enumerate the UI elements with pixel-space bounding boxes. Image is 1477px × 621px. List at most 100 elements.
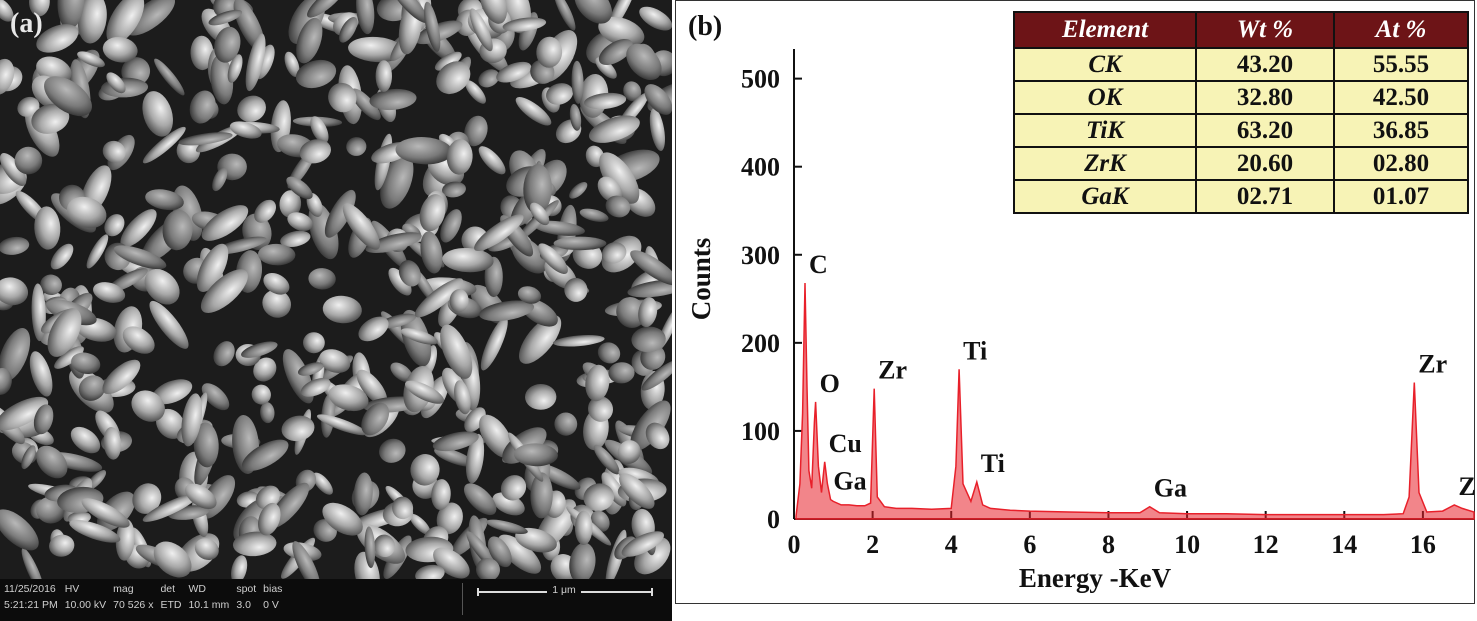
sem-grain (356, 369, 388, 405)
sem-grain (200, 269, 248, 313)
sem-grain (231, 555, 248, 579)
sem-grain (120, 209, 157, 248)
sem-grain (546, 83, 574, 105)
x-tick-label: 14 (1331, 530, 1357, 559)
sem-grain (601, 472, 627, 507)
sem-grain (365, 232, 422, 253)
sem-grain (319, 349, 351, 373)
element-cell: CK (1013, 47, 1197, 82)
sem-grain (49, 534, 75, 557)
sem-grain (251, 384, 271, 405)
sem-grain (185, 483, 217, 509)
sem-grain (253, 357, 277, 382)
sem-grain (279, 190, 302, 218)
sem-grain (29, 351, 53, 397)
y-tick-label: 500 (741, 65, 780, 94)
sem-grain (433, 547, 470, 579)
sem-grain (464, 115, 488, 147)
sem-grain (434, 447, 475, 467)
x-tick-label: 16 (1410, 530, 1436, 559)
sem-grain (442, 181, 466, 198)
sem-grain (523, 164, 552, 215)
wt-cell: 63.20 (1195, 113, 1335, 148)
sem-grain (190, 35, 214, 71)
chart-peak-labels: C O Cu Ga Zr Ti Ti Ga Zr Zr (809, 250, 1476, 503)
sem-grain (630, 250, 672, 286)
info-bias-value: 0 V (263, 599, 279, 611)
sem-grain (296, 17, 323, 64)
sem-grain (574, 510, 593, 545)
sem-grain (17, 96, 40, 117)
sem-grain (0, 153, 27, 186)
sem-grain (432, 431, 479, 452)
sem-grain (81, 498, 130, 528)
sem-grain (131, 390, 165, 422)
sem-grain (0, 328, 31, 382)
peak-label: O (820, 369, 840, 398)
sem-grain (436, 61, 471, 94)
info-wd-value: 10.1 mm (188, 599, 230, 611)
sem-grain (574, 0, 612, 24)
sem-grain (69, 519, 121, 543)
sem-grain (373, 534, 396, 558)
sem-grain (178, 132, 233, 146)
peak-label: C (809, 250, 828, 279)
sem-info-value-row: 5:21:21 PM 10.00 kV 70 526 x ETD 10.1 mm… (4, 598, 289, 614)
sem-grain (513, 443, 558, 467)
table-row: ZrK 20.60 02.80 (1013, 146, 1469, 181)
info-hv-label: HV (64, 583, 80, 595)
peak-label: Ga (1154, 474, 1187, 503)
sem-grain (398, 260, 421, 287)
sem-grain (245, 33, 266, 92)
panel-b-label: (b) (688, 11, 723, 42)
sem-grain (308, 268, 336, 290)
at-cell: 55.55 (1333, 47, 1469, 82)
sem-grain (420, 231, 443, 274)
info-hv-value: 10.00 kV (64, 599, 107, 611)
sem-grain (392, 496, 414, 520)
sem-grain (583, 92, 627, 110)
sem-grain (440, 324, 473, 379)
scale-bar-label: 1 μm (547, 584, 581, 596)
at-cell: 42.50 (1333, 80, 1469, 115)
sem-grain (434, 51, 462, 71)
sem-grain (469, 8, 493, 52)
sem-grain (400, 328, 438, 345)
sem-grain (436, 502, 463, 535)
sem-grain (303, 332, 325, 354)
sem-grain (404, 380, 445, 404)
x-tick-label: 10 (1174, 530, 1200, 559)
sem-micrograph-panel: (a) 11/25/2016 HV mag det WD spot bias 5… (0, 0, 672, 621)
sem-grain (339, 16, 358, 43)
sem-grain (419, 194, 446, 232)
sem-grain (286, 176, 313, 200)
sem-grain (142, 91, 173, 137)
sem-grain (324, 189, 356, 238)
sem-grain (649, 108, 665, 152)
sem-grain (598, 38, 633, 66)
sem-grain (232, 531, 277, 557)
table-row: CK 43.20 55.55 (1013, 47, 1469, 82)
sem-grain (440, 209, 462, 243)
sem-grain (93, 282, 126, 303)
sem-grain (106, 0, 145, 45)
scale-bar-box: 1 μm (462, 583, 665, 615)
sem-grain (626, 43, 662, 81)
sem-grain (144, 269, 180, 305)
sem-grain (153, 541, 192, 578)
sem-grain (463, 483, 497, 516)
sem-grain (361, 402, 390, 436)
eds-chart: 0 2 4 6 8 10 12 14 16 0 100 200 300 400 500 C O Cu Ga Zr Ti… (686, 49, 1476, 593)
header-element: Element (1013, 11, 1197, 49)
sem-grain (194, 538, 219, 560)
sem-grain (617, 440, 641, 464)
sem-grain (106, 72, 126, 94)
sem-grain (515, 200, 559, 243)
wt-cell: 02.71 (1195, 179, 1335, 214)
at-cell: 01.07 (1333, 179, 1469, 214)
sem-grain (142, 126, 186, 164)
sem-grains (0, 0, 672, 579)
sem-grain (102, 36, 138, 63)
sem-grain (517, 286, 542, 304)
sem-grain (149, 300, 189, 349)
